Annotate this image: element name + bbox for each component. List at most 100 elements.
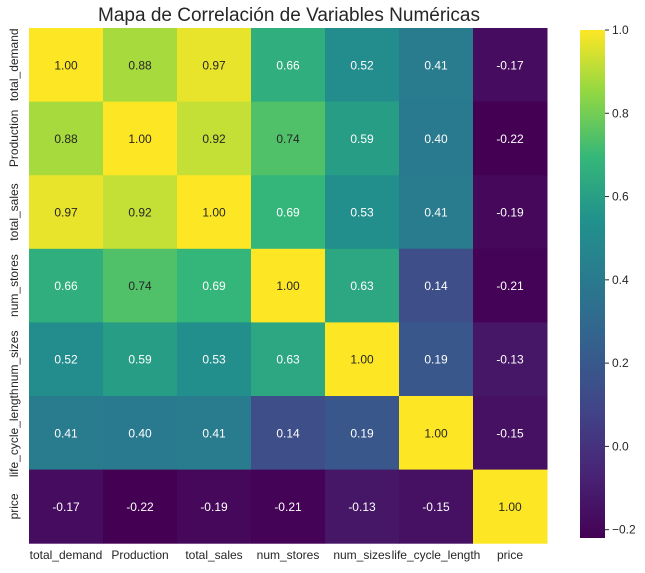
heatmap-cell-price-total_sales [177, 469, 252, 544]
heatmap-cell-Production-Production [103, 101, 178, 176]
heatmap-cell-num_sizes-num_sizes [325, 322, 400, 397]
cell-value-price-price: 1.00 [498, 500, 522, 514]
cell-value-price-total_demand: -0.17 [52, 500, 80, 514]
heatmap-cell-num_stores-num_stores [251, 248, 326, 323]
heatmap-cell-num_stores-total_demand [29, 248, 104, 323]
cell-value-total_sales-total_demand: 0.97 [54, 206, 78, 220]
heatmap-cell-num_sizes-total_sales [177, 322, 252, 397]
heatmap-cell-price-life_cycle_length [399, 469, 474, 544]
cell-value-life_cycle_length-num_sizes: 0.19 [350, 426, 374, 440]
y-axis-labels: total_demand Production total_sales num_sto… [7, 28, 21, 519]
cell-value-Production-num_sizes: 0.59 [350, 132, 374, 146]
cell-value-Production-num_stores: 0.74 [276, 132, 300, 146]
x-tick-label-total_sales: total_sales [185, 548, 242, 562]
cell-value-num_sizes-life_cycle_length: 0.19 [424, 353, 448, 367]
cell-value-price-Production: -0.22 [126, 500, 154, 514]
cell-value-life_cycle_length-life_cycle_length: 1.00 [424, 426, 448, 440]
x-tick-label-total_demand: total_demand [30, 548, 103, 562]
heatmap-cell-num_sizes-num_stores [251, 322, 326, 397]
cell-value-total_sales-num_stores: 0.69 [276, 206, 300, 220]
heatmap-cell-life_cycle_length-price [473, 396, 548, 471]
heatmap-cell-life_cycle_length-total_demand [29, 396, 104, 471]
colorbar-tick-label: 1.0 [612, 23, 629, 37]
cell-value-total_sales-total_sales: 1.00 [202, 206, 226, 220]
heatmap-cell-Production-total_sales [177, 101, 252, 176]
heatmap-cell-price-num_sizes [325, 469, 400, 544]
cell-value-num_stores-num_sizes: 0.63 [350, 279, 374, 293]
cell-value-Production-price: -0.22 [496, 132, 524, 146]
cell-value-life_cycle_length-Production: 0.40 [128, 426, 152, 440]
cell-value-life_cycle_length-total_sales: 0.41 [202, 426, 226, 440]
cell-value-price-num_sizes: -0.13 [348, 500, 376, 514]
heatmap-cell-total_sales-total_sales [177, 175, 252, 250]
heatmap-cell-life_cycle_length-life_cycle_length [399, 396, 474, 471]
heatmap-cell-total_demand-total_sales [177, 28, 252, 103]
heatmap-cell-num_stores-total_sales [177, 248, 252, 323]
x-tick-label-life_cycle_length: life_cycle_length [392, 548, 481, 562]
colorbar-tick-label: 0.4 [612, 273, 629, 287]
heatmap-cell-num_stores-num_sizes [325, 248, 400, 323]
x-axis-labels: total_demand Production total_sales num_sto… [30, 548, 524, 562]
cell-value-Production-life_cycle_length: 0.40 [424, 132, 448, 146]
x-tick-label-price: price [497, 548, 523, 562]
y-tick-label-total_sales: total_sales [7, 183, 21, 240]
heatmap-cell-price-total_demand [29, 469, 104, 544]
heatmap-cell-num_stores-Production [103, 248, 178, 323]
y-tick-label-price: price [7, 493, 21, 519]
colorbar-tick-label: −0.2 [612, 523, 636, 537]
colorbar [580, 30, 605, 538]
heatmap-cell-num_stores-life_cycle_length [399, 248, 474, 323]
heatmap-cell-Production-total_demand [29, 101, 104, 176]
heatmap-cell-total_sales-Production [103, 175, 178, 250]
heatmap-cell-price-Production [103, 469, 178, 544]
x-tick-label-Production: Production [111, 548, 168, 562]
cell-value-num_stores-num_stores: 1.00 [276, 279, 300, 293]
heatmap-cell-Production-price [473, 101, 548, 176]
heatmap-cell-total_sales-total_demand [29, 175, 104, 250]
heatmap-cell-life_cycle_length-Production [103, 396, 178, 471]
cell-value-price-num_stores: -0.21 [274, 500, 302, 514]
heatmap-cell-num_sizes-total_demand [29, 322, 104, 397]
heatmap-cell-total_demand-Production [103, 28, 178, 103]
heatmap-cell-Production-num_stores [251, 101, 326, 176]
heatmap-cell-num_stores-price [473, 248, 548, 323]
heatmap-cell-Production-life_cycle_length [399, 101, 474, 176]
cell-value-total_sales-num_sizes: 0.53 [350, 206, 374, 220]
colorbar-tick-label: 0.0 [612, 439, 629, 453]
heatmap-cell-total_sales-life_cycle_length [399, 175, 474, 250]
cell-value-total_sales-Production: 0.92 [128, 206, 152, 220]
cell-value-num_stores-life_cycle_length: 0.14 [424, 279, 448, 293]
cell-value-life_cycle_length-num_stores: 0.14 [276, 426, 300, 440]
colorbar-ticks: −0.2 0.0 0.2 0.4 0.6 0.8 1.0 [605, 23, 636, 537]
heatmap-cell-num_sizes-Production [103, 322, 178, 397]
cell-value-total_demand-num_sizes: 0.52 [350, 58, 374, 72]
cell-value-num_sizes-num_stores: 0.63 [276, 353, 300, 367]
heatmap-cells [29, 28, 548, 544]
y-tick-label-num_sizes: num_sizes [7, 331, 21, 388]
cell-value-life_cycle_length-total_demand: 0.41 [54, 426, 78, 440]
chart-title: Mapa de Correlación de Variables Numéric… [98, 5, 480, 26]
cell-value-Production-Production: 1.00 [128, 132, 152, 146]
cell-value-num_stores-total_demand: 0.66 [54, 279, 78, 293]
x-tick-label-num_sizes: num_sizes [333, 548, 390, 562]
heatmap-cell-total_demand-num_sizes [325, 28, 400, 103]
heatmap-cell-num_sizes-price [473, 322, 548, 397]
heatmap-cell-total_sales-price [473, 175, 548, 250]
cell-value-total_demand-Production: 0.88 [128, 58, 152, 72]
cell-value-num_stores-Production: 0.74 [128, 279, 152, 293]
heatmap-cell-price-price [473, 469, 548, 544]
cell-value-life_cycle_length-price: -0.15 [496, 426, 524, 440]
cell-value-price-total_sales: -0.19 [200, 500, 228, 514]
heatmap-cell-total_demand-life_cycle_length [399, 28, 474, 103]
heatmap-cell-life_cycle_length-num_sizes [325, 396, 400, 471]
cell-value-total_demand-life_cycle_length: 0.41 [424, 58, 448, 72]
cell-value-num_sizes-price: -0.13 [496, 353, 524, 367]
heatmap-cell-price-num_stores [251, 469, 326, 544]
cell-value-Production-total_demand: 0.88 [54, 132, 78, 146]
y-tick-label-Production: Production [7, 110, 21, 167]
heatmap-cell-total_sales-num_sizes [325, 175, 400, 250]
heatmap-cell-num_sizes-life_cycle_length [399, 322, 474, 397]
cell-value-num_sizes-num_sizes: 1.00 [350, 353, 374, 367]
cell-value-total_sales-price: -0.19 [496, 206, 524, 220]
